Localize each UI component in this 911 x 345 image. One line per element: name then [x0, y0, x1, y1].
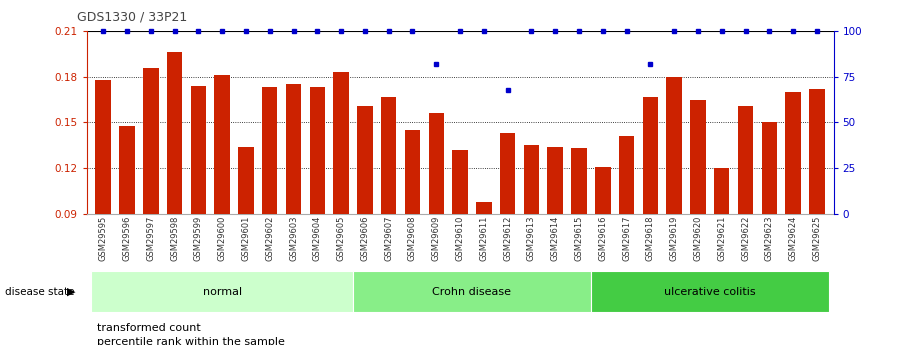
Bar — [167, 52, 182, 345]
Bar — [96, 80, 111, 345]
Bar — [453, 150, 467, 345]
Bar — [214, 75, 230, 345]
Bar — [262, 87, 278, 345]
Text: GDS1330 / 33P21: GDS1330 / 33P21 — [77, 10, 188, 23]
Bar — [738, 106, 753, 345]
Bar — [190, 86, 206, 345]
Bar — [353, 271, 591, 312]
Text: ulcerative colitis: ulcerative colitis — [664, 287, 755, 296]
Bar — [591, 271, 829, 312]
Bar — [286, 85, 302, 345]
Bar — [143, 68, 159, 345]
Bar — [381, 97, 396, 345]
Bar — [404, 130, 420, 345]
Bar — [357, 106, 373, 345]
Bar — [571, 148, 587, 345]
Bar — [310, 87, 325, 345]
Bar — [809, 89, 824, 345]
Text: Crohn disease: Crohn disease — [433, 287, 511, 296]
Text: disease state: disease state — [5, 287, 74, 296]
Bar — [476, 202, 492, 345]
Bar — [714, 168, 730, 345]
Bar — [238, 147, 253, 345]
Bar — [762, 122, 777, 345]
Bar — [333, 72, 349, 345]
Bar — [548, 147, 563, 345]
Bar — [667, 77, 682, 345]
Bar — [619, 136, 634, 345]
Bar — [428, 113, 444, 345]
Bar — [119, 126, 135, 345]
Bar — [785, 92, 801, 345]
Bar — [595, 167, 610, 345]
Bar — [642, 97, 658, 345]
Text: ▶: ▶ — [67, 287, 76, 296]
Bar — [500, 133, 516, 345]
Bar — [524, 145, 539, 345]
Text: percentile rank within the sample: percentile rank within the sample — [97, 337, 285, 345]
Text: transformed count: transformed count — [97, 324, 201, 333]
Bar — [91, 271, 353, 312]
Bar — [691, 100, 706, 345]
Text: normal: normal — [202, 287, 241, 296]
